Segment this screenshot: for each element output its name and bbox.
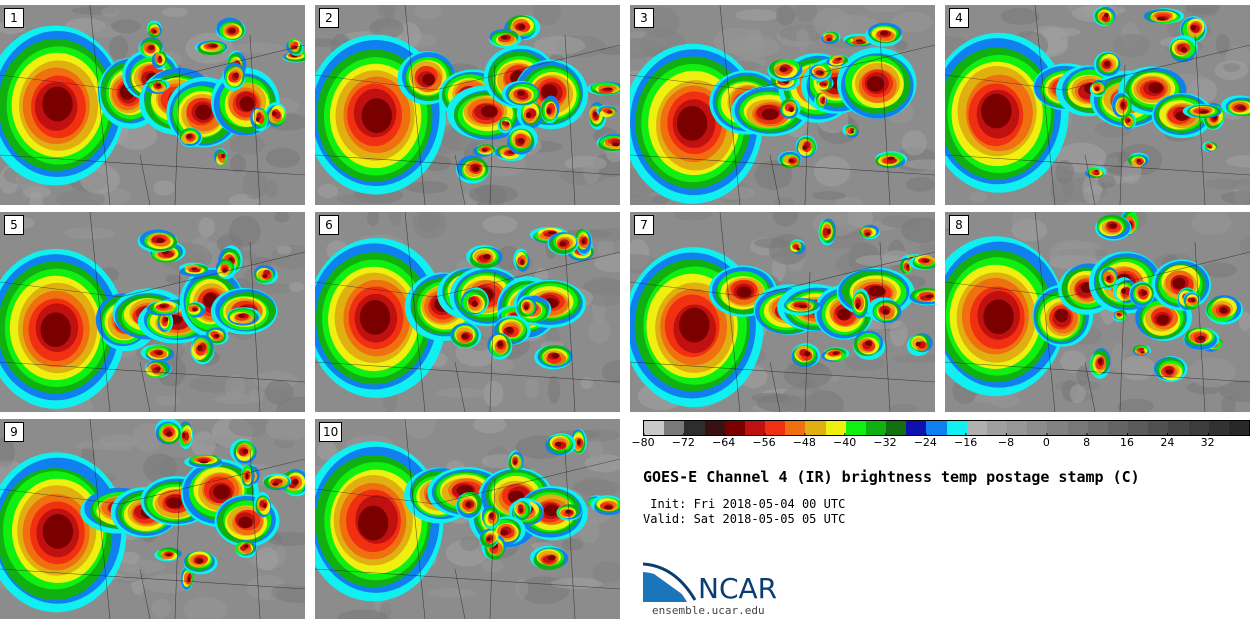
color-scale-segment — [886, 421, 907, 435]
color-scale-segment — [946, 421, 967, 435]
valid-time: Valid: Sat 2018-05-05 05 UTC — [643, 512, 846, 526]
ensemble-member-panel: 7 — [630, 212, 935, 412]
ensemble-member-panel: 10 — [315, 419, 620, 619]
color-scale-tick-label: −80 — [631, 433, 655, 449]
color-scale-ticks: −80 −72 −64 −56 −48 −40 −32 −24 −16 −8 0 8 16 24 32 — [631, 433, 1248, 456]
panel-number: 8 — [949, 215, 969, 235]
color-scale-segment — [765, 421, 786, 435]
color-scale-segment — [704, 421, 725, 435]
ensemble-member-panel: 9 — [0, 419, 305, 619]
color-scale-segment — [1007, 421, 1028, 435]
brightness-temperature-map — [0, 419, 305, 619]
brightness-temperature-map — [945, 5, 1250, 205]
color-scale-segment — [684, 421, 705, 435]
brightness-temperature-map — [315, 419, 620, 619]
panel-number: 9 — [4, 422, 24, 442]
color-scale-tick-label: 16 — [1120, 433, 1134, 449]
color-scale-tick-label: 24 — [1160, 433, 1175, 449]
ensemble-member-panel: 4 — [945, 5, 1250, 205]
panel-number: 7 — [634, 215, 654, 235]
color-scale-segment — [825, 421, 846, 435]
color-scale-tick-label: −48 — [792, 433, 816, 449]
color-scale-tick-label: −56 — [752, 433, 776, 449]
color-scale-tick-label: −24 — [913, 433, 937, 449]
color-scale-segment — [1168, 421, 1189, 435]
ncar-logo-icon — [643, 562, 697, 602]
color-scale-segment — [724, 421, 745, 435]
color-scale-segment — [644, 421, 665, 435]
panel-number: 1 — [4, 8, 24, 28]
color-scale-segment — [1228, 421, 1250, 435]
panel-number: 10 — [319, 422, 343, 442]
color-scale-segment — [1107, 421, 1129, 435]
ensemble-member-panel: 6 — [315, 212, 620, 412]
color-scale-segment — [664, 421, 685, 435]
brightness-temperature-map — [630, 5, 935, 205]
color-scale-segment — [845, 421, 866, 435]
panel-number: 3 — [634, 8, 654, 28]
color-scale-segment — [1047, 421, 1068, 435]
site-url: ensemble.ucar.edu — [652, 604, 765, 617]
color-scale-tick-label: −32 — [873, 433, 897, 449]
panel-number: 5 — [4, 215, 24, 235]
color-scale-tick-label: −40 — [833, 433, 857, 449]
color-scale-segment — [1128, 421, 1149, 435]
color-scale-segment — [906, 421, 927, 435]
figure-title: GOES-E Channel 4 (IR) brightness temp po… — [643, 468, 1140, 486]
color-scale-segment — [744, 421, 766, 435]
color-scale-segment — [1188, 421, 1209, 435]
color-scale-tick-label: −72 — [671, 433, 695, 449]
init-time: Init: Fri 2018-05-04 00 UTC — [643, 497, 846, 511]
color-scale-segment — [926, 421, 947, 435]
color-scale-tick-label: 32 — [1200, 433, 1215, 449]
brightness-temperature-map — [945, 212, 1250, 412]
color-scale-segment — [785, 421, 806, 435]
color-scale-tick-label: 8 — [1083, 433, 1091, 449]
panel-number: 6 — [319, 215, 339, 235]
brightness-temperature-map — [315, 212, 620, 412]
panel-number: 4 — [949, 8, 969, 28]
color-scale-segment — [1087, 421, 1108, 435]
ensemble-member-panel: 2 — [315, 5, 620, 205]
color-scale-tick-label: −8 — [997, 433, 1015, 449]
color-scale-tick-label: −16 — [954, 433, 978, 449]
ncar-logo-text: NCAR — [698, 572, 778, 605]
color-scale-tick-label: −64 — [712, 433, 736, 449]
ensemble-member-panel: 1 — [0, 5, 305, 205]
color-scale-segment — [966, 421, 987, 435]
ensemble-member-panel: 3 — [630, 5, 935, 205]
color-scale-segment — [986, 421, 1008, 435]
brightness-temperature-map — [0, 212, 305, 412]
color-scale-bar — [643, 420, 1250, 436]
ensemble-member-panel: 8 — [945, 212, 1250, 412]
brightness-temperature-map — [315, 5, 620, 205]
color-scale-segment — [865, 421, 887, 435]
color-scale-tick-label: 0 — [1042, 433, 1050, 449]
brightness-temperature-map — [0, 5, 305, 205]
brightness-temperature-map — [630, 212, 935, 412]
ensemble-member-panel: 5 — [0, 212, 305, 412]
color-scale-segment — [805, 421, 826, 435]
panel-number: 2 — [319, 8, 339, 28]
color-scale-segment — [1027, 421, 1048, 435]
color-scale-segment — [1067, 421, 1088, 435]
color-scale-segment — [1208, 421, 1229, 435]
color-scale-segment — [1148, 421, 1169, 435]
